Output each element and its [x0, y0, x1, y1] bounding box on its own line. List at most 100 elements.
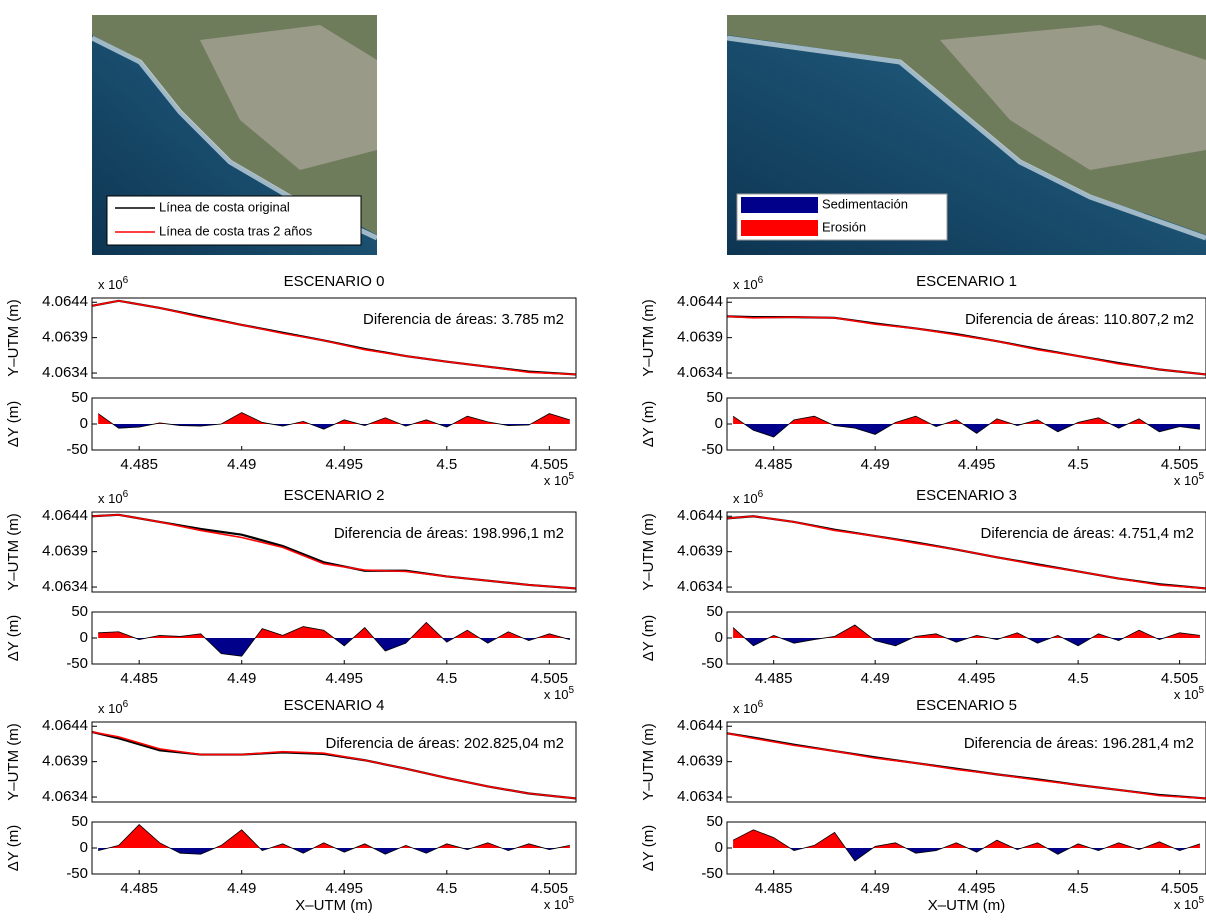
- y-tick-label: 4.0644: [677, 293, 723, 310]
- annotation: Diferencia de áreas: 4.751,4 m2: [981, 525, 1194, 542]
- x-tick-label: 4.505: [1161, 670, 1199, 687]
- annotation: Diferencia de áreas: 198.996,1 m2: [334, 525, 564, 542]
- y-tick-label: 4.0634: [42, 578, 88, 595]
- x-tick-label: 4.495: [325, 880, 363, 897]
- x-tick-label: 4.485: [120, 456, 158, 473]
- exponent-base: x 10: [1174, 687, 1199, 702]
- y-tick-label: 50: [706, 389, 723, 406]
- exponent-label: x 105: [544, 685, 575, 703]
- x-tick-label: 4.5: [1068, 880, 1089, 897]
- exponent-power: 6: [123, 489, 129, 500]
- exponent-power: 5: [1198, 471, 1204, 482]
- annotation: Diferencia de áreas: 202.825,04 m2: [326, 735, 564, 752]
- exponent-base: x 10: [98, 701, 123, 716]
- exponent-power: 6: [758, 699, 764, 710]
- y-tick-label: 4.0639: [42, 329, 88, 346]
- y-axis-label: Y–UTM (m): [640, 723, 657, 801]
- legend-box: [106, 195, 362, 246]
- x-tick-label: 4.5: [436, 456, 457, 473]
- exponent-power: 6: [123, 275, 129, 286]
- y-tick-label: 4.0634: [42, 788, 88, 805]
- exponent-power: 6: [123, 699, 129, 710]
- axes-frame: [91, 821, 577, 875]
- y-tick-label: 0: [715, 629, 723, 646]
- annotation: Diferencia de áreas: 196.281,4 m2: [964, 735, 1194, 752]
- exponent-label: x 105: [544, 471, 575, 489]
- exponent-power: 5: [568, 471, 574, 482]
- x-tick-label: 4.485: [755, 670, 793, 687]
- exponent-power: 6: [758, 275, 764, 286]
- legend-label: Sedimentación: [822, 196, 908, 211]
- axes-frame: [726, 721, 1206, 803]
- difference-line: [732, 829, 1201, 862]
- exponent-power: 6: [758, 489, 764, 500]
- erosion-area: [733, 416, 1200, 424]
- x-tick-label: 4.505: [531, 456, 569, 473]
- axes-frame: [726, 611, 1206, 665]
- x-tick-label: 4.5: [1068, 456, 1089, 473]
- y-tick-label: -50: [701, 655, 723, 672]
- exponent-power: 5: [1198, 895, 1204, 906]
- legend-label: Erosión: [822, 219, 866, 234]
- shoreline: [726, 315, 1206, 376]
- y-tick-label: -50: [701, 865, 723, 882]
- x-tick-label: 4.49: [861, 670, 890, 687]
- y-tick-label: 4.0634: [677, 578, 723, 595]
- exponent-base: x 10: [1174, 897, 1199, 912]
- legend-patch: [741, 220, 818, 236]
- x-tick-label: 4.5: [1068, 670, 1089, 687]
- y-axis-label: ΔY (m): [5, 401, 22, 447]
- x-tick-label: 4.5: [436, 670, 457, 687]
- y-tick-label: 0: [80, 839, 88, 856]
- y-tick-label: 4.0644: [42, 293, 88, 310]
- x-tick-label: 4.505: [1161, 456, 1199, 473]
- y-tick-label: 4.0634: [677, 788, 723, 805]
- x-tick-label: 4.49: [227, 456, 256, 473]
- y-tick-label: 4.0639: [42, 543, 88, 560]
- annotation: Diferencia de áreas: 3.785 m2: [363, 311, 564, 328]
- x-tick-label: 4.485: [755, 456, 793, 473]
- shoreline: [726, 732, 1206, 800]
- x-tick-label: 4.485: [120, 670, 158, 687]
- x-tick-label: 4.505: [531, 880, 569, 897]
- exponent-base: x 10: [733, 491, 758, 506]
- exponent-label: x 105: [1174, 471, 1205, 489]
- x-tick-label: 4.485: [120, 880, 158, 897]
- y-axis-label: Y–UTM (m): [5, 299, 22, 377]
- chart-title: ESCENARIO 2: [284, 487, 385, 504]
- x-tick-label: 4.495: [958, 670, 996, 687]
- y-tick-label: 4.0639: [677, 543, 723, 560]
- exponent-base: x 10: [1174, 473, 1199, 488]
- chart-title: ESCENARIO 1: [916, 273, 1017, 290]
- x-tick-label: 4.495: [958, 880, 996, 897]
- exponent-label: x 106: [733, 489, 764, 507]
- axes-background: [727, 722, 1206, 802]
- exponent-label: x 105: [1174, 895, 1205, 913]
- difference-line: [732, 624, 1200, 647]
- x-tick-label: 4.485: [755, 880, 793, 897]
- chart-title: ESCENARIO 0: [284, 273, 385, 290]
- exponent-base: x 10: [98, 491, 123, 506]
- exponent-base: x 10: [733, 277, 758, 292]
- sedimentation-area: [98, 638, 570, 657]
- sedimentation-area: [733, 638, 1200, 646]
- y-tick-label: 4.0639: [677, 329, 723, 346]
- y-axis-label: Y–UTM (m): [5, 723, 22, 801]
- difference-line: [98, 824, 570, 855]
- difference-line: [732, 415, 1200, 438]
- sedimentation-area: [98, 848, 570, 855]
- y-tick-label: 0: [80, 629, 88, 646]
- y-tick-label: 0: [715, 415, 723, 432]
- chart-title: ESCENARIO 5: [916, 697, 1017, 714]
- exponent-base: x 10: [544, 897, 569, 912]
- exponent-label: x 106: [98, 699, 129, 717]
- charts: Línea de costa original Línea de costa tr…: [5, 196, 1206, 914]
- x-tick-label: 4.495: [325, 456, 363, 473]
- y-tick-label: 50: [71, 813, 88, 830]
- aerial-image: [727, 15, 1206, 255]
- y-tick-label: 4.0644: [42, 507, 88, 524]
- y-tick-label: 50: [706, 813, 723, 830]
- exponent-label: x 106: [733, 699, 764, 717]
- exponent-base: x 10: [544, 473, 569, 488]
- y-tick-label: 50: [71, 603, 88, 620]
